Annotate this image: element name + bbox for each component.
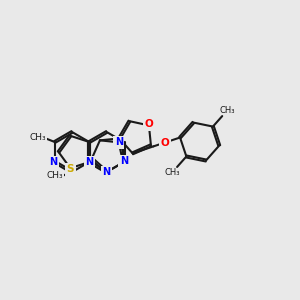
Text: CH₃: CH₃ bbox=[29, 134, 46, 142]
Text: N: N bbox=[50, 157, 58, 167]
Text: N: N bbox=[120, 156, 128, 166]
Text: S: S bbox=[67, 164, 74, 174]
Text: N: N bbox=[85, 157, 93, 167]
Text: CH₃: CH₃ bbox=[220, 106, 235, 115]
Text: O: O bbox=[160, 138, 169, 148]
Text: CH₃: CH₃ bbox=[47, 172, 63, 181]
Text: CH₃: CH₃ bbox=[164, 168, 179, 177]
Text: O: O bbox=[145, 119, 153, 129]
Text: N: N bbox=[115, 137, 123, 147]
Text: N: N bbox=[103, 167, 111, 177]
